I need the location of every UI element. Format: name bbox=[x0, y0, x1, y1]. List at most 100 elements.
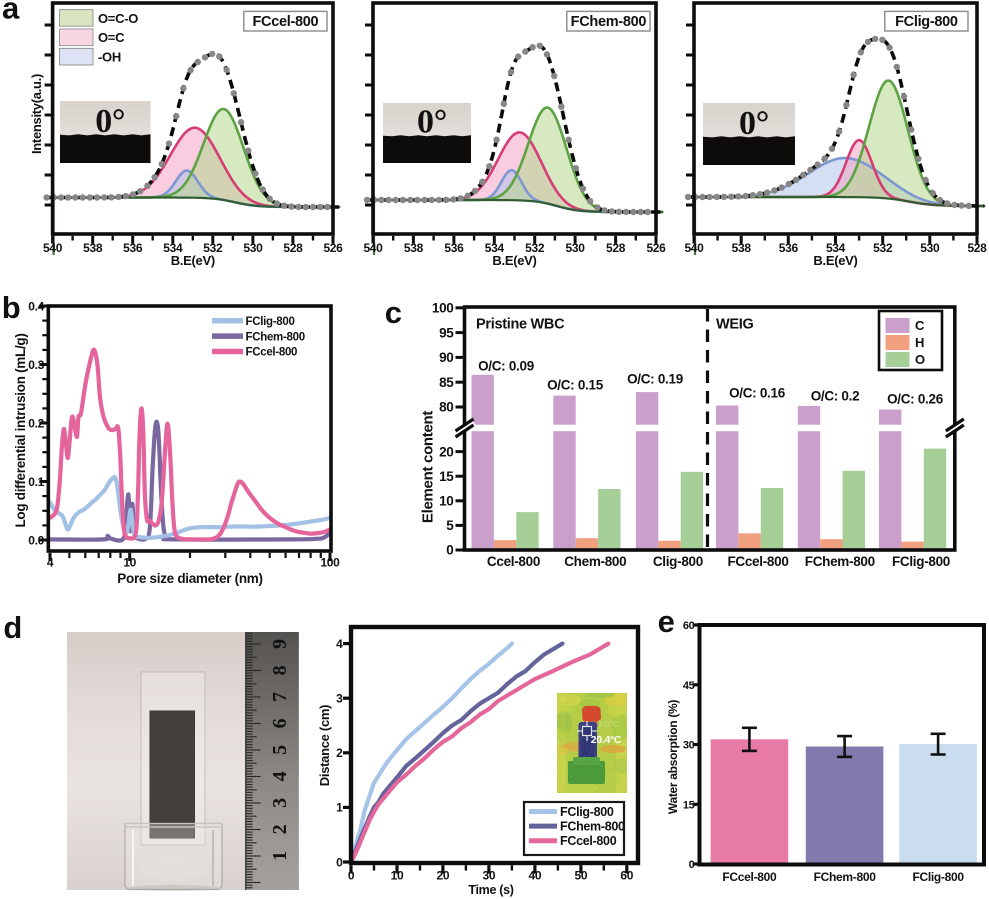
svg-text:536: 536 bbox=[779, 241, 799, 255]
svg-text:10: 10 bbox=[123, 556, 136, 570]
svg-text:2: 2 bbox=[336, 746, 343, 760]
svg-text:O/C: 0.26: O/C: 0.26 bbox=[887, 392, 944, 407]
svg-text:FClig-800: FClig-800 bbox=[246, 316, 295, 328]
svg-text:0.2: 0.2 bbox=[28, 416, 44, 430]
svg-text:3: 3 bbox=[336, 692, 343, 706]
svg-text:50: 50 bbox=[575, 869, 588, 883]
svg-text:Pore size diameter (nm): Pore size diameter (nm) bbox=[117, 571, 262, 586]
svg-text:20: 20 bbox=[437, 869, 450, 883]
svg-text:0.3: 0.3 bbox=[28, 358, 44, 372]
svg-text:Chem-800: Chem-800 bbox=[564, 554, 626, 569]
svg-text:B.E(eV): B.E(eV) bbox=[492, 253, 536, 268]
svg-text:FClig-800: FClig-800 bbox=[895, 14, 958, 30]
svg-text:0.1: 0.1 bbox=[28, 475, 44, 489]
svg-text:Log differential intrusion (mL: Log differential intrusion (mL/g) bbox=[13, 333, 28, 527]
svg-text:20: 20 bbox=[439, 444, 453, 459]
svg-text:B.E(eV): B.E(eV) bbox=[813, 253, 857, 268]
svg-text:e: e bbox=[658, 604, 675, 639]
svg-text:7: 7 bbox=[269, 692, 291, 702]
svg-text:540: 540 bbox=[684, 241, 704, 255]
svg-text:-OH: -OH bbox=[98, 50, 121, 65]
svg-text:0°: 0° bbox=[417, 104, 447, 141]
svg-text:85: 85 bbox=[439, 375, 454, 390]
svg-text:c: c bbox=[385, 295, 402, 330]
svg-text:536: 536 bbox=[123, 241, 143, 255]
svg-text:Ccel-800: Ccel-800 bbox=[487, 554, 540, 569]
svg-text:0.0°C: 0.0°C bbox=[597, 719, 620, 730]
svg-text:3: 3 bbox=[269, 798, 291, 808]
svg-text:538: 538 bbox=[83, 241, 103, 255]
svg-text:528: 528 bbox=[283, 241, 303, 255]
svg-text:80: 80 bbox=[439, 400, 453, 415]
svg-text:O/C: 0.19: O/C: 0.19 bbox=[627, 372, 683, 387]
svg-text:530: 530 bbox=[243, 241, 263, 255]
svg-text:15: 15 bbox=[683, 799, 695, 811]
svg-text:O=C-O: O=C-O bbox=[98, 11, 138, 26]
svg-text:FChem-800: FChem-800 bbox=[246, 331, 305, 343]
svg-text:2: 2 bbox=[269, 824, 291, 834]
svg-text:FCcel-800: FCcel-800 bbox=[560, 834, 617, 848]
svg-text:20.4°C: 20.4°C bbox=[591, 734, 622, 746]
svg-text:526: 526 bbox=[323, 241, 343, 255]
svg-text:H: H bbox=[915, 335, 924, 350]
svg-text:530: 530 bbox=[566, 241, 586, 255]
svg-text:0: 0 bbox=[446, 543, 453, 558]
svg-text:0.4: 0.4 bbox=[28, 299, 44, 313]
svg-text:O/C: 0.2: O/C: 0.2 bbox=[811, 389, 860, 404]
svg-text:FChem-800: FChem-800 bbox=[805, 554, 875, 569]
svg-text:534: 534 bbox=[826, 241, 846, 255]
svg-text:FCcel-800: FCcel-800 bbox=[246, 347, 298, 359]
svg-text:540: 540 bbox=[43, 241, 63, 255]
svg-text:30: 30 bbox=[483, 869, 496, 883]
svg-text:1: 1 bbox=[269, 851, 291, 861]
svg-text:4: 4 bbox=[336, 637, 343, 651]
svg-text:FChem-800: FChem-800 bbox=[814, 870, 877, 884]
svg-text:538: 538 bbox=[732, 241, 752, 255]
svg-text:FCcel-800: FCcel-800 bbox=[252, 14, 318, 30]
svg-text:526: 526 bbox=[646, 241, 666, 255]
svg-text:Time (s): Time (s) bbox=[468, 883, 513, 897]
svg-text:0: 0 bbox=[348, 869, 355, 883]
svg-text:100: 100 bbox=[320, 556, 340, 570]
svg-text:FChem-800: FChem-800 bbox=[571, 14, 647, 30]
svg-text:FClig-800: FClig-800 bbox=[912, 870, 964, 884]
svg-text:O/C: 0.15: O/C: 0.15 bbox=[547, 378, 604, 393]
svg-text:FChem-800: FChem-800 bbox=[560, 819, 625, 833]
svg-text:C: C bbox=[915, 318, 925, 333]
svg-text:0°: 0° bbox=[739, 105, 769, 142]
svg-text:O=C: O=C bbox=[98, 30, 125, 45]
svg-text:Pristine WBC: Pristine WBC bbox=[476, 317, 565, 333]
svg-text:40: 40 bbox=[529, 869, 542, 883]
svg-text:6: 6 bbox=[269, 718, 291, 728]
svg-text:538: 538 bbox=[404, 241, 424, 255]
svg-text:532: 532 bbox=[525, 241, 545, 255]
svg-text:O/C: 0.09: O/C: 0.09 bbox=[478, 359, 534, 374]
svg-text:Clig-800: Clig-800 bbox=[653, 554, 703, 569]
svg-text:FClig-800: FClig-800 bbox=[892, 554, 950, 569]
svg-text:1: 1 bbox=[336, 801, 343, 815]
svg-text:15: 15 bbox=[439, 469, 454, 484]
svg-text:4: 4 bbox=[269, 771, 291, 781]
svg-text:FCcel-800: FCcel-800 bbox=[727, 554, 788, 569]
svg-text:Element content: Element content bbox=[420, 411, 437, 523]
svg-text:540: 540 bbox=[363, 241, 383, 255]
svg-text:30: 30 bbox=[683, 740, 695, 752]
svg-text:0: 0 bbox=[336, 855, 343, 869]
svg-text:d: d bbox=[3, 610, 22, 645]
svg-text:536: 536 bbox=[444, 241, 464, 255]
svg-text:5: 5 bbox=[269, 745, 291, 755]
svg-text:528: 528 bbox=[606, 241, 626, 255]
svg-text:95: 95 bbox=[439, 325, 454, 340]
svg-text:a: a bbox=[2, 0, 20, 26]
svg-text:0.0: 0.0 bbox=[28, 533, 44, 547]
svg-text:532: 532 bbox=[203, 241, 223, 255]
svg-text:O: O bbox=[915, 352, 925, 367]
svg-text:FCcel-800: FCcel-800 bbox=[722, 870, 777, 884]
svg-text:FClig-800: FClig-800 bbox=[560, 805, 614, 819]
svg-text:b: b bbox=[2, 290, 21, 325]
svg-text:60: 60 bbox=[620, 869, 633, 883]
svg-text:9: 9 bbox=[269, 639, 291, 649]
svg-text:45: 45 bbox=[683, 680, 695, 692]
svg-text:534: 534 bbox=[163, 241, 183, 255]
svg-text:0°: 0° bbox=[95, 103, 125, 140]
